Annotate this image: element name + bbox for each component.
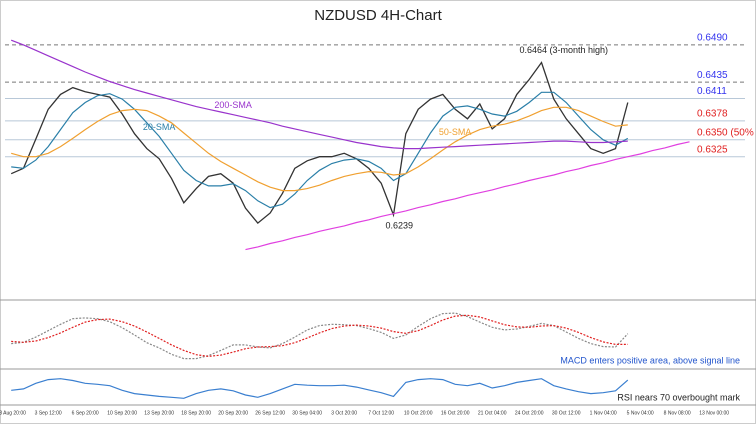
series-line [11,314,628,358]
x-tick-label: 30 Sep 04:00 [292,410,322,416]
x-tick-label: 5 Nov 04:00 [627,410,654,416]
x-tick-label: 26 Sep 12:00 [255,410,285,416]
x-tick-label: 7 Oct 12:00 [368,410,394,416]
x-tick-label: 20 Sep 20:00 [218,410,248,416]
level-label: 0.6435 [697,70,728,81]
level-label: 0.6411 [697,86,727,97]
x-tick-label: 10 Oct 20:00 [404,410,433,416]
series-line [245,141,690,251]
level-label: 0.6490 [697,33,728,44]
annotation: 0.6239 [386,220,414,230]
x-tick-label: 3 Sep 12:00 [35,410,62,416]
x-tick-label: 13 Sep 20:00 [144,410,174,416]
series-label: 200-SMA [214,100,252,110]
series-label: 50-SMA [439,127,472,137]
series-line [10,39,628,150]
annotation: RSI nears 70 overbought mark [617,392,740,402]
x-tick-label: 18 Sep 20:00 [181,410,211,416]
x-tick-label: 13 Nov 00:00 [699,410,729,416]
x-tick-label: 8 Nov 08:00 [664,410,691,416]
x-tick-label: 3 Oct 20:00 [331,410,357,416]
x-tick-label: 28 Aug 20:00 [0,410,26,416]
x-tick-label: 24 Oct 20:00 [515,410,544,416]
series-line [11,378,629,399]
series-line [10,61,629,225]
level-label: 0.6378 [697,108,728,119]
x-tick-label: 30 Oct 12:00 [552,410,581,416]
annotation: 0.6464 (3-month high) [520,45,609,55]
series-line [11,312,629,360]
series-line [11,91,629,209]
series-label: 20-SMA [143,122,176,132]
x-tick-label: 1 Nov 04:00 [590,410,617,416]
x-tick-label: 6 Sep 20:00 [72,410,99,416]
x-tick-label: 21 Oct 04:00 [478,410,507,416]
x-tick-label: 16 Oct 20:00 [441,410,470,416]
annotation: MACD enters positive area, above signal … [560,355,740,365]
level-label: 0.6350 (50% Fibo) [697,127,756,138]
series-line [11,106,628,192]
x-tick-label: 10 Sep 20:00 [107,410,137,416]
level-label: 0.6325 [697,144,728,155]
chart-title: NZDUSD 4H-Chart [314,7,442,24]
